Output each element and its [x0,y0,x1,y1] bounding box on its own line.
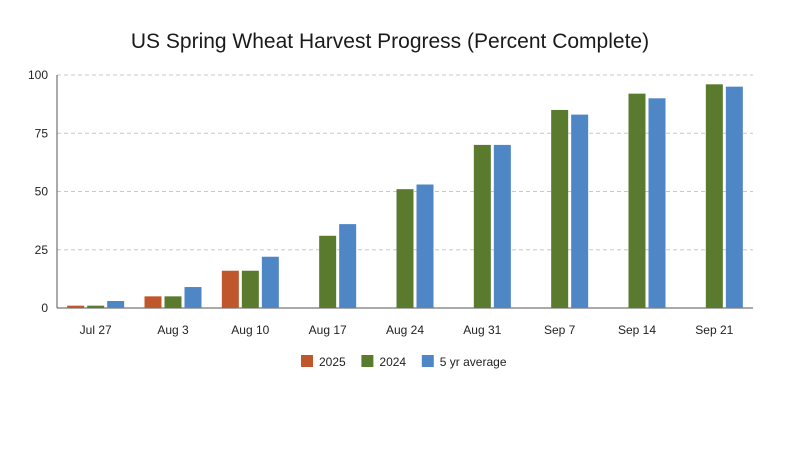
x-tick-label: Sep 21 [695,323,733,337]
legend-swatch [361,355,374,367]
x-tick-label: Aug 17 [309,323,347,337]
legend-swatch [421,355,434,367]
y-tick-label: 0 [41,301,48,315]
y-tick-label: 50 [35,185,49,199]
y-tick-label: 75 [35,126,49,140]
bar-2025 [67,305,85,308]
bar-2024 [241,270,259,308]
bar-2024 [628,93,646,308]
bar-2024 [164,296,182,308]
legend-swatch [301,355,313,367]
bar-2024 [396,189,414,308]
bar-2024 [87,305,105,308]
bar-2025 [144,296,162,308]
x-tick-label: Jul 27 [80,323,112,337]
bar-2024 [551,109,569,308]
bar-5-yr-average [416,184,434,308]
legend-label: 5 yr average [440,355,507,369]
bar-5-yr-average [261,256,279,308]
x-tick-label: Aug 31 [463,323,501,337]
legend-label: 2025 [319,355,346,369]
y-tick-label: 100 [28,68,48,82]
bar-2024 [705,84,723,308]
chart-title: US Spring Wheat Harvest Progress (Percen… [130,30,650,53]
bar-5-yr-average [339,224,357,308]
bar-2024 [473,144,491,308]
bar-2024 [319,235,337,308]
bar-5-yr-average [107,301,125,308]
x-tick-label: Sep 7 [544,323,576,337]
x-tick-label: Sep 14 [618,323,656,337]
legend-label: 2024 [379,355,406,369]
x-tick-label: Aug 3 [157,323,189,337]
bar-2025 [221,270,239,308]
bar-5-yr-average [648,98,666,308]
x-tick-label: Aug 10 [231,323,269,337]
x-tick-label: Aug 24 [386,323,424,337]
bar-5-yr-average [725,86,743,309]
bar-5-yr-average [571,114,589,308]
bar-5-yr-average [493,144,511,308]
bar-5-yr-average [184,287,202,308]
y-tick-label: 25 [35,243,49,257]
